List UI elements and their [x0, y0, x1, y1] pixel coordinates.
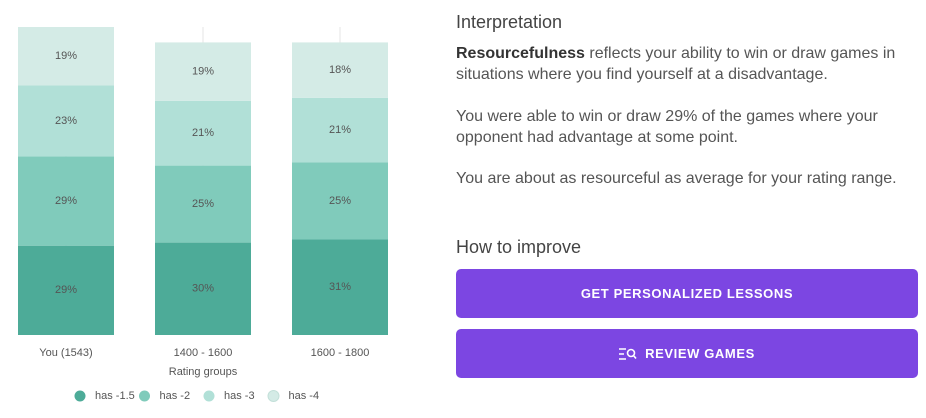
bar-segment — [155, 100, 251, 166]
bar-segment — [292, 162, 388, 240]
bold-term: Resourcefulness — [456, 45, 585, 62]
button-label: REVIEW GAMES — [645, 346, 755, 361]
review-button[interactable]: REVIEW GAMES — [456, 329, 918, 378]
data-label: 19% — [192, 66, 214, 78]
bar-segment — [292, 239, 388, 335]
legend-swatch — [203, 390, 215, 402]
x-tick-label: 1400 - 1600 — [174, 347, 233, 359]
chart: Rating groups 29% 29% 23% 19% You (1543) 30% 2… — [18, 27, 388, 402]
data-label: 29% — [55, 195, 77, 207]
text: reflects your ability to win or draw gam… — [456, 45, 896, 83]
data-label: 31% — [329, 281, 351, 293]
bar-segment — [292, 97, 388, 163]
data-label: 25% — [329, 195, 351, 207]
legend-label: has -4 — [289, 390, 320, 402]
heading: Interpretation — [456, 12, 563, 32]
data-label: 21% — [192, 127, 214, 139]
legend-swatch — [139, 390, 150, 402]
data-label: 30% — [192, 283, 214, 295]
heading: How to improve — [456, 237, 582, 257]
button-label: GET PERSONALIZED LESSONS — [580, 286, 794, 301]
paragraph: Resourcefulness reflects your ability to… — [456, 43, 911, 85]
data-label: 23% — [55, 115, 77, 127]
legend-swatch — [267, 390, 280, 402]
bar-segment — [292, 42, 388, 98]
bar-segment — [155, 242, 251, 335]
data-label: 29% — [55, 284, 77, 296]
bar-segment — [155, 42, 251, 101]
legend-label: has -1.5 — [95, 390, 135, 402]
lessons-button[interactable]: GET PERSONALIZED LESSONS — [456, 269, 918, 318]
legend-swatch — [74, 390, 86, 402]
legend-label: has -3 — [224, 390, 255, 402]
x-tick-label: You (1543) — [39, 347, 92, 359]
paragraph: You were able to win or draw 29% of the … — [456, 108, 878, 146]
bar-segment — [18, 245, 114, 335]
data-label: 19% — [55, 50, 77, 62]
data-label: 21% — [329, 124, 351, 136]
paragraph: You are about as resourceful as average … — [456, 170, 897, 187]
bar-segment — [155, 165, 251, 243]
bar-segment — [18, 27, 114, 86]
x-tick-label: 1600 - 1800 — [311, 347, 370, 359]
bar-segment — [18, 156, 114, 246]
review-icon — [619, 347, 637, 360]
x-axis-label: Rating groups — [169, 366, 238, 378]
data-label: 18% — [329, 64, 351, 76]
legend-label: has -2 — [160, 390, 191, 402]
data-label: 25% — [192, 198, 214, 210]
bar-segment — [18, 85, 114, 157]
